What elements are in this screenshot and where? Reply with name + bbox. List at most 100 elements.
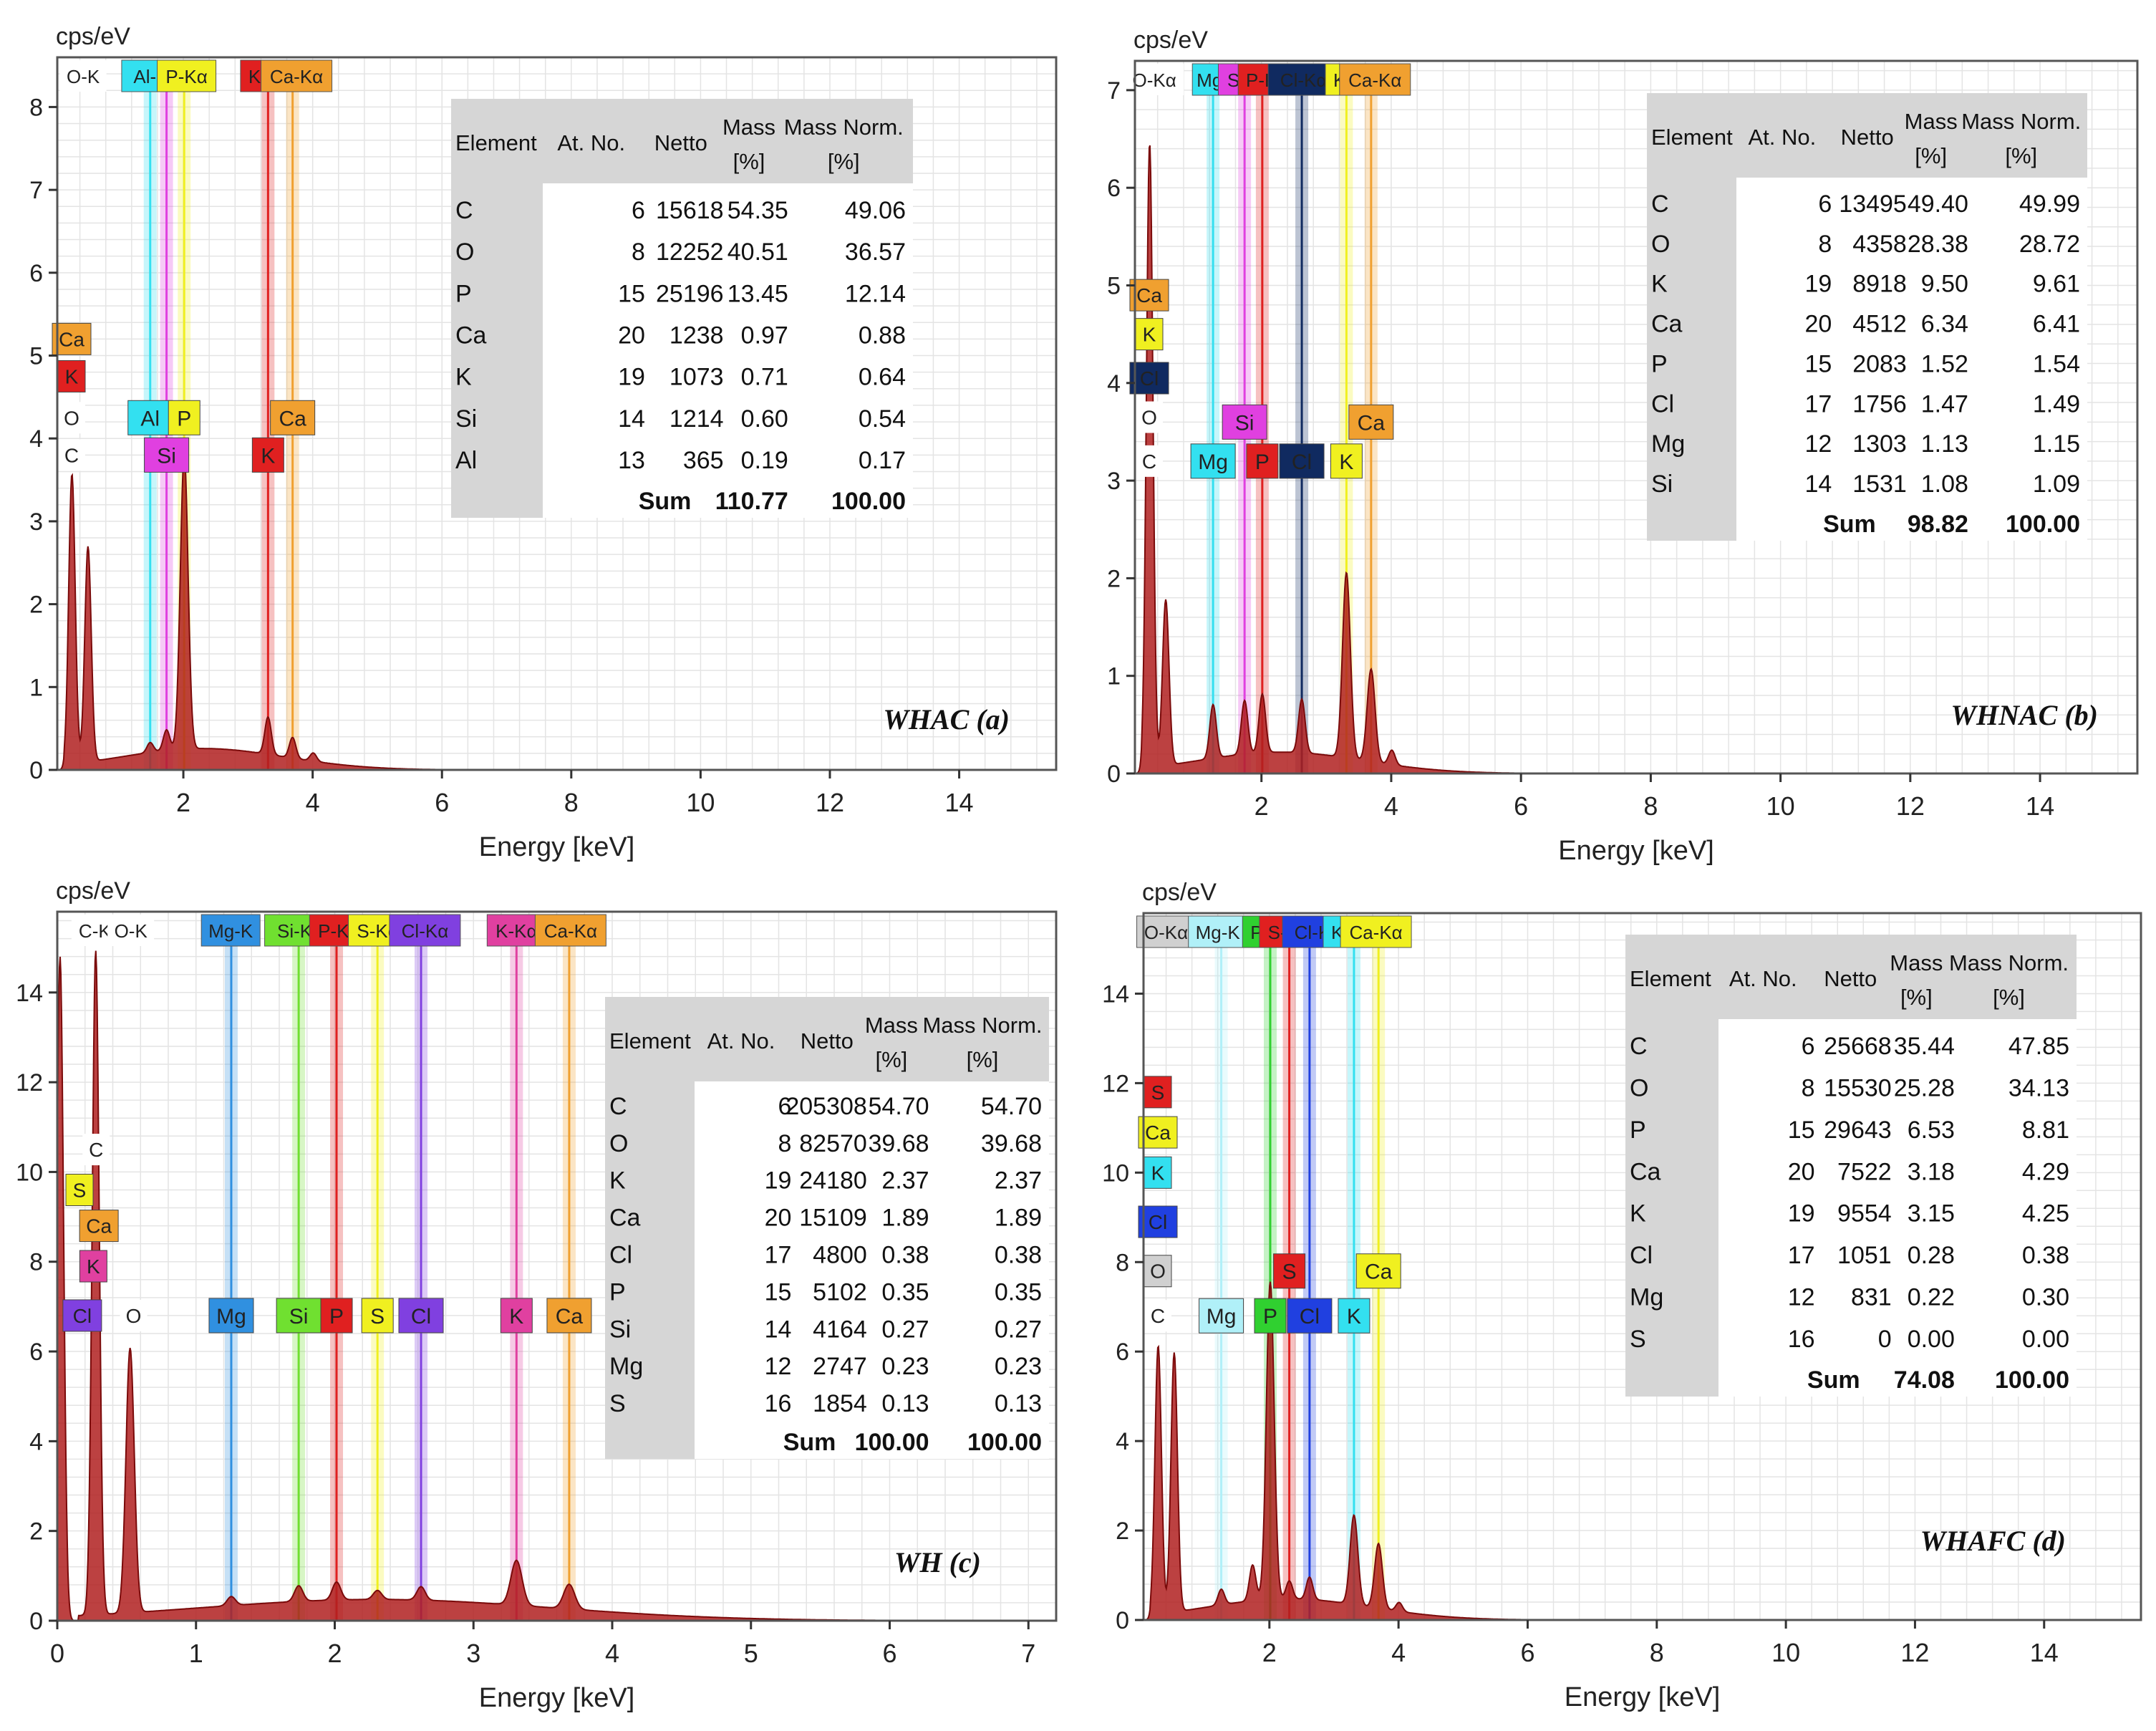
element-marker-ca: Ca (270, 400, 316, 435)
x-tick-label: 8 (1650, 1638, 1664, 1667)
element-marker-box (208, 1298, 254, 1334)
table-cell-mass-norm: 6.41 (2033, 311, 2080, 338)
table-cell-mass-norm: 1.15 (2033, 430, 2080, 458)
table-cell-atno: 15 (765, 1278, 792, 1306)
table-header-element: Element (1630, 966, 1711, 991)
table-cell-netto: 29643 (1824, 1117, 1892, 1144)
y-tick-label: 6 (1116, 1339, 1129, 1366)
panel-title: WHAFC (d) (1920, 1525, 2066, 1557)
top-line-label-box (1136, 915, 1197, 948)
table-row: P 15 29643 6.53 8.81 (1630, 1117, 2069, 1144)
table-cell-netto: 831 (1851, 1283, 1892, 1311)
table-cell-atno: 6 (632, 197, 645, 224)
table-cell-mass-norm: 0.27 (995, 1316, 1042, 1343)
table-cell-element: Ca (609, 1205, 641, 1232)
table-row: S 16 1854 0.13 0.13 (609, 1390, 1042, 1417)
element-marker-label: Mg (1198, 450, 1228, 474)
table-cell-mass-norm: 36.57 (845, 238, 906, 266)
table-cell-element: P (1651, 350, 1668, 377)
table-cell-mass: 54.35 (727, 197, 788, 224)
y-tick-label: 8 (29, 1249, 43, 1276)
table-header-mass-norm: Mass Norm. (922, 1013, 1042, 1038)
x-tick-label: 6 (435, 788, 449, 817)
table-cell-mass-norm: 0.00 (2022, 1326, 2069, 1353)
side-marker-label: Ca (1145, 1122, 1171, 1144)
table-sum-mass: 74.08 (1894, 1366, 1955, 1394)
side-marker-o: O (1144, 1255, 1172, 1288)
composition-table: Element At. No. Netto Mass [%] Mass Norm. [%] C… (1625, 935, 2077, 1397)
x-axis-label: Energy [keV] (479, 1683, 635, 1713)
x-tick-label: 1 (189, 1639, 203, 1668)
table-cell-element: K (1630, 1200, 1646, 1228)
table-cell-mass-norm: 12.14 (845, 280, 906, 307)
element-marker-box (1287, 1298, 1333, 1334)
table-cell-atno: 19 (1804, 271, 1832, 298)
table-side-band (1625, 935, 1718, 1397)
y-tick-label: 7 (29, 177, 43, 204)
x-axis-label: Energy [keV] (479, 832, 635, 862)
table-header-atno: At. No. (707, 1028, 775, 1053)
table-cell-element: O (1630, 1075, 1648, 1102)
y-tick-label: 1 (29, 674, 43, 701)
table-cell-atno: 19 (1788, 1200, 1815, 1228)
side-marker-label: Ca (86, 1215, 112, 1238)
element-marker-label: Mg (1207, 1305, 1237, 1329)
table-cell-element: C (1651, 191, 1669, 218)
table-header-mass: Mass (722, 115, 775, 140)
element-marker-si: Si (144, 437, 190, 473)
table-cell-mass: 1.89 (881, 1205, 929, 1232)
table-cell-mass: 3.15 (1908, 1200, 1955, 1228)
table-cell-mass: 0.27 (881, 1316, 929, 1343)
table-cell-mass: 9.50 (1921, 271, 1968, 298)
top-line-label-box (1188, 915, 1248, 948)
top-line-label: Cl-Kα (389, 914, 461, 947)
x-tick-label: 14 (2026, 791, 2054, 821)
element-marker-box (1348, 404, 1394, 440)
table-header-mass-norm-unit: [%] (2005, 143, 2037, 168)
chart-panel-2: MgSiPClKCaCaKClOCO-KαMgSiP-KCl-KαK-Ca-Kα… (1107, 26, 2139, 866)
top-line-label-text: Ca-Kα (270, 66, 323, 87)
y-tick-label: 4 (1107, 370, 1121, 397)
table-row: C 6 13495 49.40 49.99 (1651, 191, 2080, 218)
x-tick-label: 4 (1384, 791, 1398, 821)
y-tick-label: 12 (16, 1069, 43, 1096)
table-cell-mass: 0.60 (741, 405, 788, 433)
table-cell-netto: 2083 (1852, 350, 1907, 377)
table-cell-mass-norm: 49.99 (2019, 191, 2080, 218)
side-marker-label: Ca (59, 328, 84, 350)
side-marker-label: K (87, 1255, 100, 1278)
y-tick-label: 4 (29, 425, 43, 453)
table-cell-atno: 16 (765, 1390, 792, 1417)
table-row: P 15 5102 0.35 0.35 (609, 1278, 1042, 1306)
table-cell-element: Ca (1630, 1158, 1661, 1185)
x-tick-label: 3 (466, 1639, 480, 1668)
element-marker-si: Si (276, 1298, 322, 1334)
table-cell-mass: 49.40 (1908, 191, 1968, 218)
side-marker-label: O (126, 1305, 142, 1327)
table-header-mass-unit: [%] (876, 1047, 908, 1072)
element-marker-label: Cl (411, 1305, 431, 1329)
top-line-label-text: Ca-Kα (544, 920, 597, 942)
table-row: Mg 12 1303 1.13 1.15 (1651, 430, 2080, 458)
table-cell-mass-norm: 1.49 (2033, 390, 2080, 418)
table-header-atno: At. No. (557, 130, 625, 155)
element-marker-k: K (1330, 443, 1363, 479)
table-cell-netto: 8918 (1852, 271, 1907, 298)
table-cell-element: C (1630, 1033, 1648, 1060)
table-row: C 6 25668 35.44 47.85 (1630, 1033, 2069, 1060)
table-row: O 8 4358 28.38 28.72 (1651, 231, 2080, 258)
table-row: Ca 20 4512 6.34 6.41 (1651, 311, 2080, 338)
x-tick-label: 10 (686, 788, 715, 817)
x-tick-label: 2 (1255, 791, 1269, 821)
table-cell-mass: 6.34 (1921, 311, 1968, 338)
top-line-label: P-Kα (157, 59, 217, 92)
side-marker-label: O (1141, 407, 1157, 429)
table-cell-mass-norm: 34.13 (2008, 1075, 2069, 1102)
plot-frame (1133, 59, 2139, 775)
table-cell-element: K (455, 364, 472, 391)
table-cell-netto: 7522 (1837, 1158, 1892, 1185)
table-cell-mass: 0.19 (741, 447, 788, 474)
table-header-element: Element (1651, 125, 1733, 150)
top-line-label: Ca-Kα (534, 914, 606, 947)
